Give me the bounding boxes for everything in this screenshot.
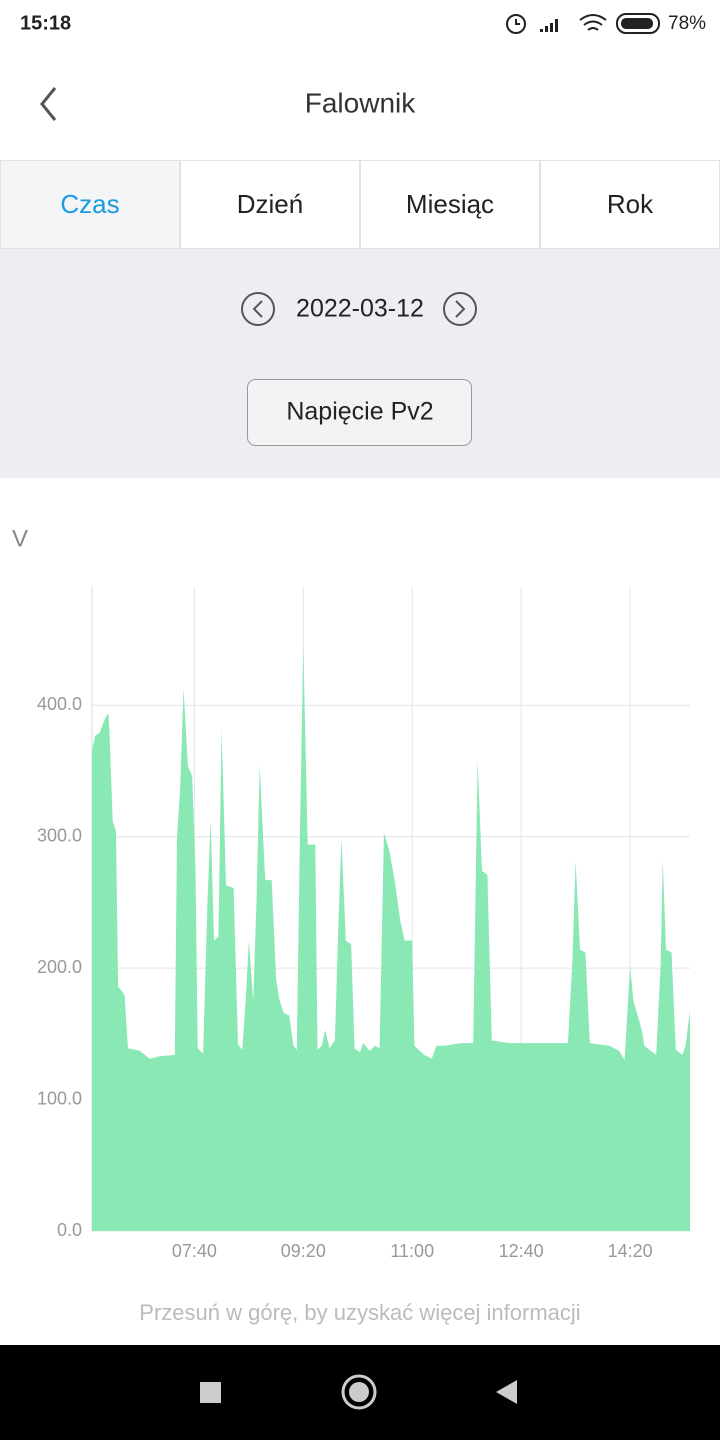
- tab-label: Dzień: [237, 189, 303, 219]
- y-tick-label: 300.0: [37, 825, 82, 845]
- status-icons: [506, 13, 660, 34]
- nav-recent[interactable]: [200, 1382, 221, 1403]
- y-tick-label: 0.0: [57, 1220, 82, 1240]
- y-axis-label: V: [12, 525, 28, 552]
- x-tick-label: 09:20: [281, 1241, 326, 1261]
- y-tick-label: 200.0: [37, 957, 82, 977]
- x-tick-label: 07:40: [172, 1241, 217, 1261]
- tab-label: Miesiąc: [406, 189, 494, 219]
- tab[interactable]: [540, 160, 720, 249]
- status-time: 15:18: [20, 12, 71, 34]
- nav-home[interactable]: [341, 1374, 377, 1410]
- tab-bar: Czas Dzień Miesiąc Rok: [0, 160, 720, 249]
- y-tick-label: 100.0: [37, 1088, 82, 1108]
- x-tick-label: 11:00: [390, 1241, 434, 1261]
- prev-date[interactable]: [241, 292, 275, 326]
- tab-label: Rok: [607, 189, 654, 219]
- back-button[interactable]: [40, 87, 57, 121]
- tab-label: Czas: [60, 189, 119, 219]
- status-battery: 78%: [668, 13, 706, 34]
- next-date[interactable]: [443, 292, 477, 326]
- area: [92, 644, 690, 1231]
- series-button-label: Napięcie Pv2: [286, 398, 433, 426]
- hint-text: Przesuń w górę, by uzyskać więcej inform…: [139, 1300, 580, 1325]
- x-tick-label: 14:20: [608, 1241, 653, 1261]
- y-tick-label: 400.0: [37, 694, 82, 714]
- x-tick-label: 12:40: [499, 1241, 544, 1261]
- tab[interactable]: [180, 160, 360, 249]
- series-button[interactable]: [247, 379, 472, 446]
- header-title: Falownik: [305, 87, 416, 118]
- tab[interactable]: [0, 160, 180, 249]
- tab[interactable]: [360, 160, 540, 249]
- nav-back[interactable]: [496, 1380, 517, 1404]
- chart: 0.0 100.0 200.0 300.0 400.0 07:40 09:20 11:00 12…: [37, 587, 690, 1261]
- date-label: 2022-03-12: [296, 295, 424, 323]
